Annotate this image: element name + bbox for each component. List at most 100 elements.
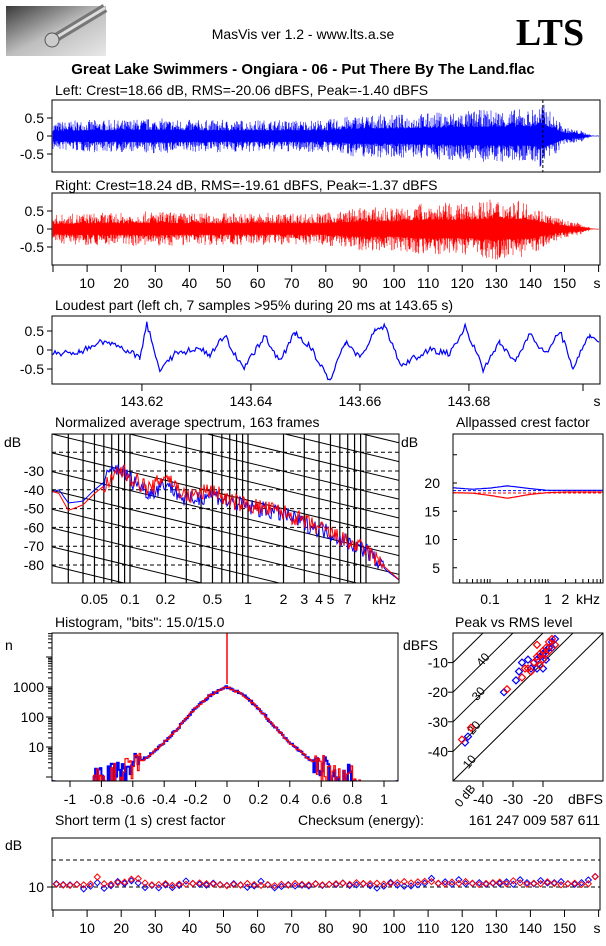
- left-crest-point: [325, 880, 333, 889]
- right-crest-point: [339, 879, 347, 887]
- grid-line-diagonal: [52, 527, 282, 583]
- right-crest-point: [502, 880, 511, 888]
- left-crest-point: [127, 877, 136, 885]
- right-peak-rms-point: [544, 646, 554, 656]
- x-tick-label: 50: [216, 920, 232, 936]
- left-crest-point: [120, 879, 129, 888]
- histogram-ylabel: n: [5, 637, 13, 653]
- left-peak-rms-point: [517, 658, 527, 667]
- spectrum-frame: [51, 433, 400, 584]
- right-crest-point: [550, 879, 558, 888]
- left-crest-point: [291, 882, 299, 890]
- x-tick-label: 10: [79, 920, 95, 936]
- left-peak-rms-point: [463, 732, 473, 741]
- right-crest-point: [264, 880, 272, 889]
- y-tick-label: 10: [28, 879, 44, 895]
- x-unit-label: s: [594, 920, 601, 936]
- left-crest-point: [414, 881, 422, 889]
- left-crest-point: [352, 881, 361, 889]
- left-crest-point: [257, 877, 265, 886]
- x-tick-label: -30: [503, 791, 523, 807]
- left-crest-point: [571, 880, 579, 889]
- allpassed-ylabel: dB: [401, 434, 418, 450]
- x-tick-label: 30: [148, 275, 164, 291]
- y-tick-label: -0.5: [20, 146, 44, 162]
- right-spectrum-line: [52, 464, 399, 581]
- right-crest-point: [148, 881, 156, 889]
- right-crest-point: [543, 878, 552, 886]
- left-waveform-title: Left: Crest=18.66 dB, RMS=-20.06 dBFS, P…: [55, 82, 428, 98]
- crest-line-label: 30: [469, 684, 489, 703]
- x-tick-label: 40: [182, 275, 198, 291]
- right-crest-point: [407, 879, 415, 887]
- right-peak-rms-point: [502, 684, 512, 694]
- right-crest-point: [461, 877, 470, 886]
- y-tick-label: 0: [36, 221, 44, 237]
- y-tick-label: -80: [24, 557, 44, 573]
- file-title: Great Lake Swimmers - Ongiara - 06 - Put…: [71, 61, 534, 78]
- right-crest-point: [202, 880, 211, 888]
- right-peak-rms-point: [517, 673, 527, 682]
- logo-image: [6, 4, 108, 56]
- left-crest-point: [523, 878, 531, 887]
- x-tick-label: 3: [300, 591, 308, 607]
- lts-logo-text: LTS: [516, 12, 584, 54]
- left-peak-rms-point: [460, 738, 470, 747]
- left-crest-point: [448, 880, 456, 889]
- right-peak-rms-point: [457, 735, 467, 744]
- right-crest-point: [516, 879, 524, 887]
- y-tick-label: 10: [424, 532, 440, 548]
- crest-line: [453, 633, 544, 723]
- left-crest-point: [455, 876, 463, 884]
- x-unit-label: s: [594, 275, 601, 291]
- right-crest-point: [298, 880, 306, 889]
- y-tick-label: -0.5: [20, 239, 44, 255]
- left-crest-point: [502, 878, 511, 886]
- left-crest-point: [195, 880, 204, 889]
- right-histogram-steps: [52, 686, 398, 781]
- x-unit-label: kHz: [576, 591, 600, 607]
- right-peak-rms-point: [547, 634, 557, 644]
- left-crest-point: [427, 874, 436, 883]
- x-tick-label: 130: [485, 275, 509, 291]
- left-peak-rms-point: [538, 664, 548, 673]
- left-crest-point: [564, 880, 572, 888]
- x-tick-label: 1: [244, 591, 252, 607]
- left-crest-point: [209, 879, 217, 887]
- left-crest-point: [107, 881, 115, 890]
- x-tick-label: 150: [553, 920, 577, 936]
- x-tick-label: 110: [417, 920, 440, 936]
- grid-line-diagonal: [282, 434, 399, 463]
- right-crest-point: [120, 878, 129, 886]
- x-tick-label: 7: [344, 591, 352, 607]
- crest-line: [453, 633, 603, 781]
- x-tick-label: -20: [533, 791, 553, 807]
- right-crest-point: [352, 878, 361, 887]
- left-crest-point: [161, 881, 170, 889]
- left-crest-point: [516, 876, 524, 884]
- left-crest-point: [482, 880, 490, 889]
- x-tick-label: 90: [352, 275, 368, 291]
- right-crest-point: [475, 880, 483, 889]
- right-crest-point: [496, 878, 504, 886]
- y-tick-label: -40: [428, 743, 448, 759]
- crest-line-label: 10: [460, 752, 480, 771]
- left-crest-point: [543, 879, 552, 887]
- left-crest-point: [305, 882, 313, 890]
- right-crest-point: [530, 879, 538, 887]
- checksum-label: Checksum (energy):: [298, 812, 424, 828]
- right-crest-point: [345, 880, 354, 889]
- allpassed-crest-title: Allpassed crest factor: [456, 414, 590, 430]
- grid-line-diagonal: [52, 434, 399, 519]
- right-crest-point: [359, 879, 368, 888]
- right-crest-point: [400, 877, 408, 886]
- left-crest-point: [366, 881, 374, 890]
- x-tick-label: 40: [182, 920, 198, 936]
- crest-line-label: 40: [473, 650, 493, 669]
- x-tick-label: 20: [113, 920, 129, 936]
- left-crest-point: [114, 877, 122, 886]
- right-crest-point: [223, 881, 231, 890]
- right-crest-point: [100, 880, 108, 888]
- right-crest-point: [311, 880, 320, 888]
- right-crest-point: [73, 880, 81, 889]
